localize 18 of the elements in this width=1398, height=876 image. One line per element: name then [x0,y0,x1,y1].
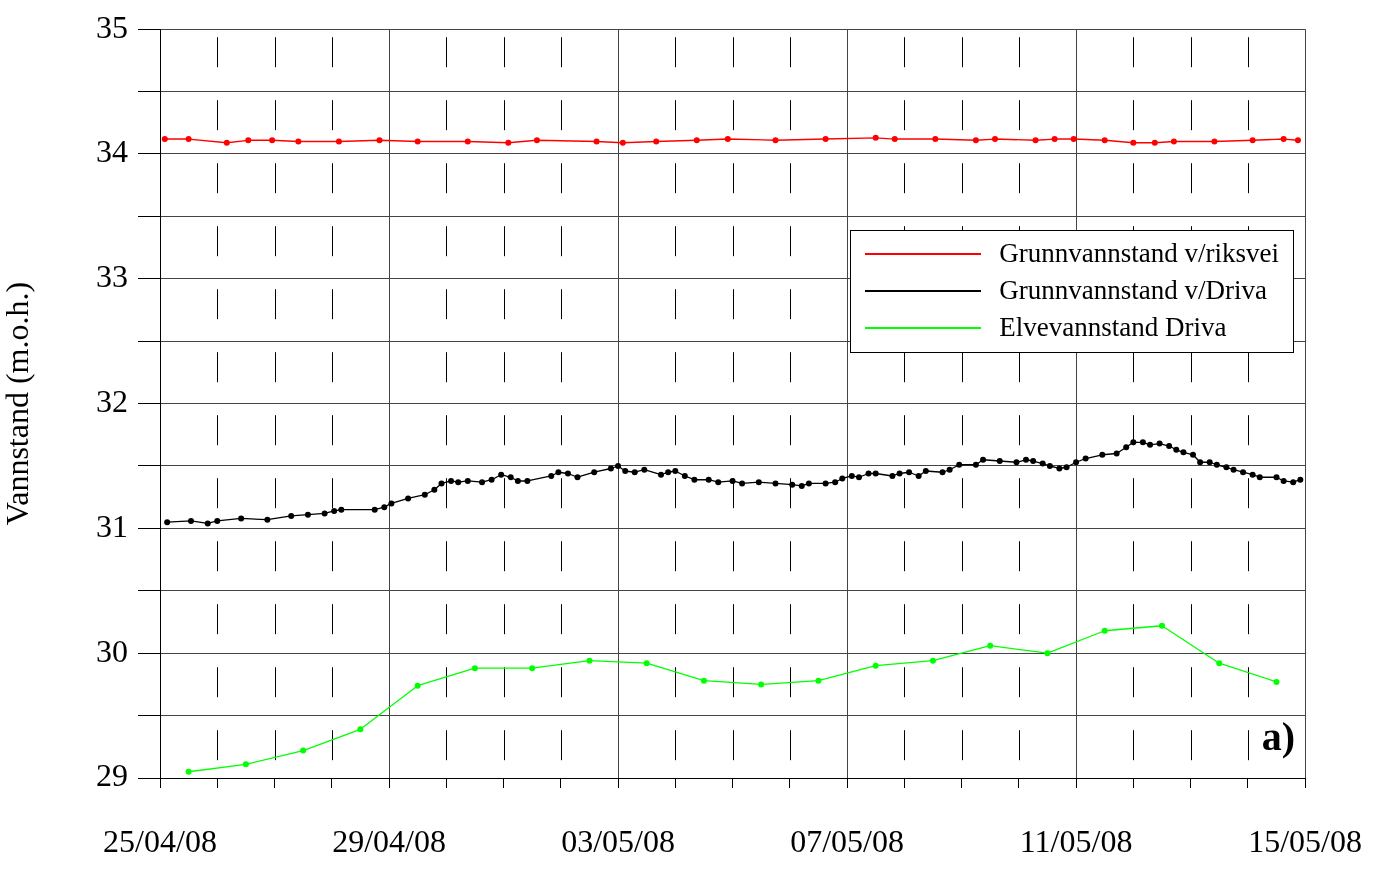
x-tick-label: 07/05/08 [790,822,904,859]
y-axis-title: Vannstand (m.o.h.) [0,281,35,526]
x-tick-label: 15/05/08 [1248,822,1362,859]
y-tick-label: 30 [96,632,128,669]
x-tick-label: 11/05/08 [1019,822,1133,859]
x-tick-label: 25/04/08 [103,822,217,859]
legend-label: Elvevannstand Driva [999,311,1227,344]
x-tick-label: 29/04/08 [332,822,446,859]
y-tick-label: 32 [96,383,128,420]
annotation: a) [1261,714,1296,760]
y-tick-label: 29 [96,757,128,794]
y-tick-label: 34 [96,133,128,170]
legend-label: Grunnvannstand v/Driva [999,274,1267,307]
y-tick-label: 33 [96,258,128,295]
legend-label: Grunnvannstand v/riksvei [999,237,1279,270]
y-tick-label: 31 [96,507,128,544]
y-tick-label: 35 [96,8,128,45]
x-tick-label: 03/05/08 [561,822,675,859]
